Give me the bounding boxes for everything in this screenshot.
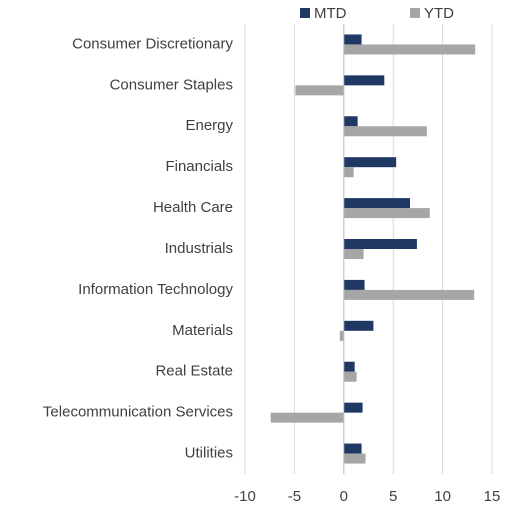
y-tick-label: Energy	[185, 117, 233, 134]
bar	[343, 157, 397, 168]
y-tick-label: Health Care	[153, 199, 233, 216]
bar	[343, 208, 430, 219]
y-tick-label: Consumer Discretionary	[72, 35, 233, 52]
bar	[343, 198, 410, 209]
y-tick-label: Information Technology	[78, 281, 233, 298]
bar	[339, 330, 344, 341]
x-tick-label: 15	[484, 488, 501, 505]
y-tick-label: Utilities	[185, 445, 233, 462]
x-tick-label: 10	[434, 488, 451, 505]
bar	[270, 412, 344, 423]
bar	[343, 371, 357, 382]
bar	[343, 44, 476, 55]
bar	[343, 116, 358, 127]
bar	[343, 126, 427, 137]
x-tick-label: -10	[234, 488, 256, 505]
y-tick-label: Materials	[172, 322, 233, 339]
x-tick-label: 5	[389, 488, 397, 505]
bar	[343, 75, 385, 86]
legend-swatch	[410, 8, 420, 18]
bar	[343, 453, 366, 464]
y-tick-label: Real Estate	[155, 363, 233, 380]
y-tick-label: Financials	[165, 158, 233, 175]
bar	[343, 361, 355, 372]
legend-swatch	[300, 8, 310, 18]
y-tick-label: Telecommunication Services	[43, 404, 233, 421]
bar	[343, 402, 363, 413]
y-tick-label: Consumer Staples	[110, 76, 233, 93]
x-tick-label: -5	[288, 488, 301, 505]
bar	[343, 443, 362, 454]
bar	[295, 85, 344, 96]
y-tick-label: Industrials	[165, 240, 233, 257]
bar	[343, 249, 364, 259]
legend-label: YTD	[424, 5, 454, 22]
bar	[343, 239, 417, 249]
bar	[343, 279, 365, 290]
bar	[343, 320, 374, 331]
x-tick-label: 0	[340, 488, 348, 505]
bar	[343, 167, 354, 178]
bar	[343, 34, 362, 45]
legend-label: MTD	[314, 5, 347, 22]
bar	[343, 289, 475, 300]
